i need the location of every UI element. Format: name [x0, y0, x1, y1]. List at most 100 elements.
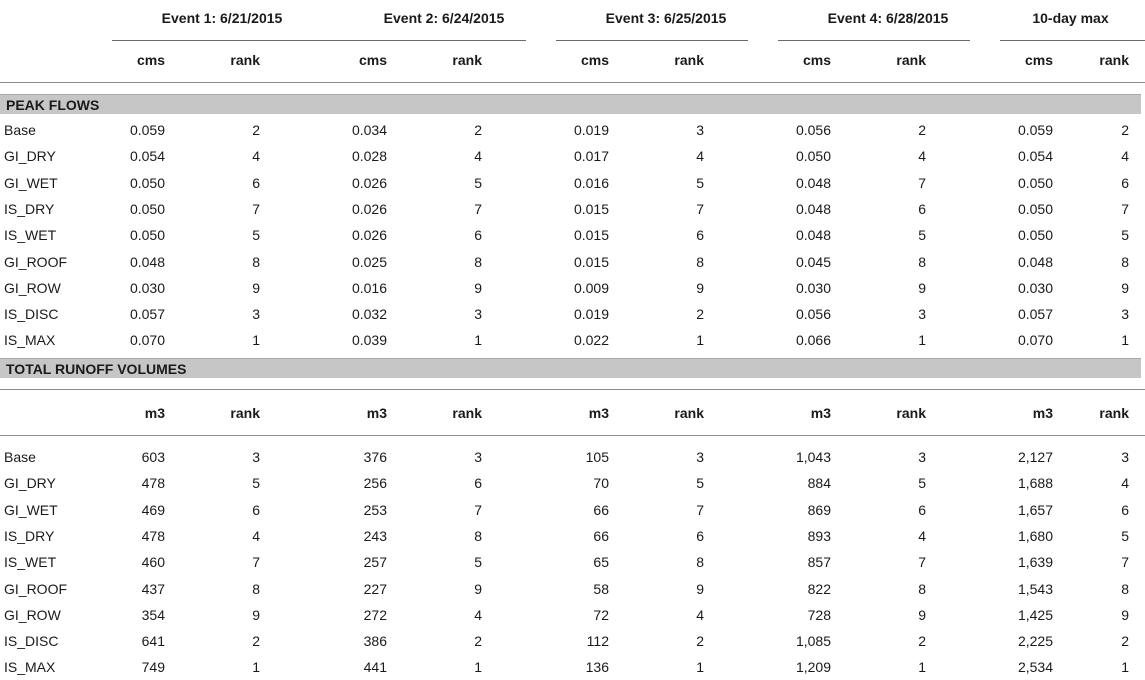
rank-cell: 4 — [474, 606, 482, 623]
rank-cell: 8 — [918, 253, 926, 270]
value-cell: 0.025 — [351, 253, 387, 270]
value-cell: 1,043 — [795, 449, 831, 465]
row-label: GI_ROW — [4, 606, 61, 623]
value-cell: 0.019 — [573, 306, 609, 323]
value-cell: 0.028 — [351, 148, 387, 165]
row-label: GI_ROOF — [4, 580, 68, 597]
value-cell: 257 — [363, 554, 387, 571]
value-cell: 0.017 — [573, 148, 609, 165]
rank-cell: 8 — [474, 527, 482, 544]
rank-cell: 5 — [474, 174, 482, 191]
rank-cell: 1 — [252, 659, 260, 676]
rank-cell: 2 — [696, 633, 704, 650]
rank-cell: 9 — [1121, 279, 1129, 296]
row-label: GI_DRY — [4, 475, 56, 492]
rank-cell: 5 — [1121, 527, 1129, 544]
value-cell: 857 — [807, 554, 831, 571]
rank-cell: 9 — [696, 580, 704, 597]
unit-header: cms — [358, 52, 387, 68]
value-cell: 469 — [141, 501, 165, 518]
unit-header: cms — [1024, 52, 1053, 68]
event-4-rule — [778, 40, 970, 41]
table-row: Base 603 3 376 3 105 3 1,043 3 2,127 3 — [0, 444, 1145, 470]
rank-cell: 7 — [696, 200, 704, 217]
rank-cell: 4 — [918, 148, 926, 165]
value-cell: 1,543 — [1017, 580, 1053, 597]
rank-header: rank — [1099, 405, 1129, 421]
value-cell: 70 — [593, 475, 609, 492]
rank-cell: 2 — [252, 122, 260, 138]
value-cell: 0.009 — [573, 279, 609, 296]
value-cell: 0.026 — [351, 174, 387, 191]
rank-cell: 8 — [918, 580, 926, 597]
rank-cell: 8 — [696, 253, 704, 270]
rank-cell: 1 — [252, 332, 260, 349]
value-cell: 1,639 — [1017, 554, 1053, 571]
value-cell: 0.048 — [795, 200, 831, 217]
rank-cell: 9 — [696, 279, 704, 296]
value-cell: 0.070 — [1017, 332, 1053, 349]
rank-cell: 3 — [1121, 306, 1129, 323]
value-cell: 0.045 — [795, 253, 831, 270]
rank-cell: 3 — [696, 449, 704, 465]
value-cell: 0.050 — [129, 200, 165, 217]
rank-cell: 3 — [474, 449, 482, 465]
value-cell: 441 — [363, 659, 387, 676]
value-cell: 2,225 — [1017, 633, 1053, 650]
rank-cell: 4 — [696, 606, 704, 623]
rank-cell: 9 — [474, 279, 482, 296]
table-row: IS_DRY 478 4 243 8 66 6 893 4 1,680 5 — [0, 523, 1145, 549]
rank-cell: 9 — [252, 606, 260, 623]
value-cell: 0.066 — [795, 332, 831, 349]
event-4-header: Event 4: 6/28/2015 — [827, 10, 949, 26]
value-cell: 749 — [141, 659, 165, 676]
rank-cell: 6 — [1121, 501, 1129, 518]
value-cell: 0.050 — [1017, 174, 1053, 191]
row-label: IS_WET — [4, 554, 57, 571]
rank-cell: 5 — [474, 554, 482, 571]
rank-cell: 4 — [696, 148, 704, 165]
rank-cell: 7 — [474, 200, 482, 217]
rank-cell: 2 — [1121, 633, 1129, 650]
rank-cell: 3 — [252, 449, 260, 465]
value-cell: 2,127 — [1017, 449, 1053, 465]
row-label: GI_WET — [4, 501, 58, 518]
rank-cell: 1 — [918, 659, 926, 676]
rank-cell: 6 — [252, 174, 260, 191]
section-band-volume: TOTAL RUNOFF VOLUMES — [0, 358, 1141, 378]
row-label: IS_MAX — [4, 332, 56, 349]
value-cell: 0.026 — [351, 227, 387, 244]
table-row: GI_ROOF 437 8 227 9 58 9 822 8 1,543 8 — [0, 576, 1145, 602]
rank-cell: 9 — [252, 279, 260, 296]
row-label: GI_ROW — [4, 279, 61, 296]
value-cell: 0.032 — [351, 306, 387, 323]
unit-header: cms — [136, 52, 165, 68]
unit-header: m3 — [144, 405, 165, 421]
table-row: GI_DRY 0.054 4 0.028 4 0.017 4 0.050 4 0.054 4 — [0, 143, 1145, 169]
rank-header: rank — [896, 52, 926, 68]
value-cell: 112 — [586, 633, 609, 650]
value-cell: 376 — [363, 449, 387, 465]
value-cell: 105 — [585, 449, 609, 465]
table-row: IS_WET 460 7 257 5 65 8 857 7 1,639 7 — [0, 549, 1145, 575]
rank-cell: 4 — [474, 148, 482, 165]
divider — [0, 435, 1145, 436]
row-label: GI_DRY — [4, 148, 56, 165]
rank-cell: 8 — [252, 253, 260, 270]
value-cell: 0.030 — [129, 279, 165, 296]
value-cell: 0.022 — [573, 332, 609, 349]
rank-cell: 2 — [1121, 122, 1129, 138]
value-cell: 478 — [141, 475, 165, 492]
value-cell: 0.039 — [351, 332, 387, 349]
table-row: IS_DISC 641 2 386 2 112 2 1,085 2 2,225 2 — [0, 628, 1145, 654]
value-cell: 460 — [141, 554, 165, 571]
value-cell: 0.070 — [129, 332, 165, 349]
value-cell: 0.050 — [1017, 227, 1053, 244]
table-row: GI_ROW 354 9 272 4 72 4 728 9 1,425 9 — [0, 602, 1145, 628]
rank-cell: 3 — [918, 449, 926, 465]
rank-cell: 7 — [474, 501, 482, 518]
value-cell: 0.054 — [1017, 148, 1053, 165]
rank-cell: 7 — [252, 554, 260, 571]
value-cell: 0.015 — [573, 200, 609, 217]
